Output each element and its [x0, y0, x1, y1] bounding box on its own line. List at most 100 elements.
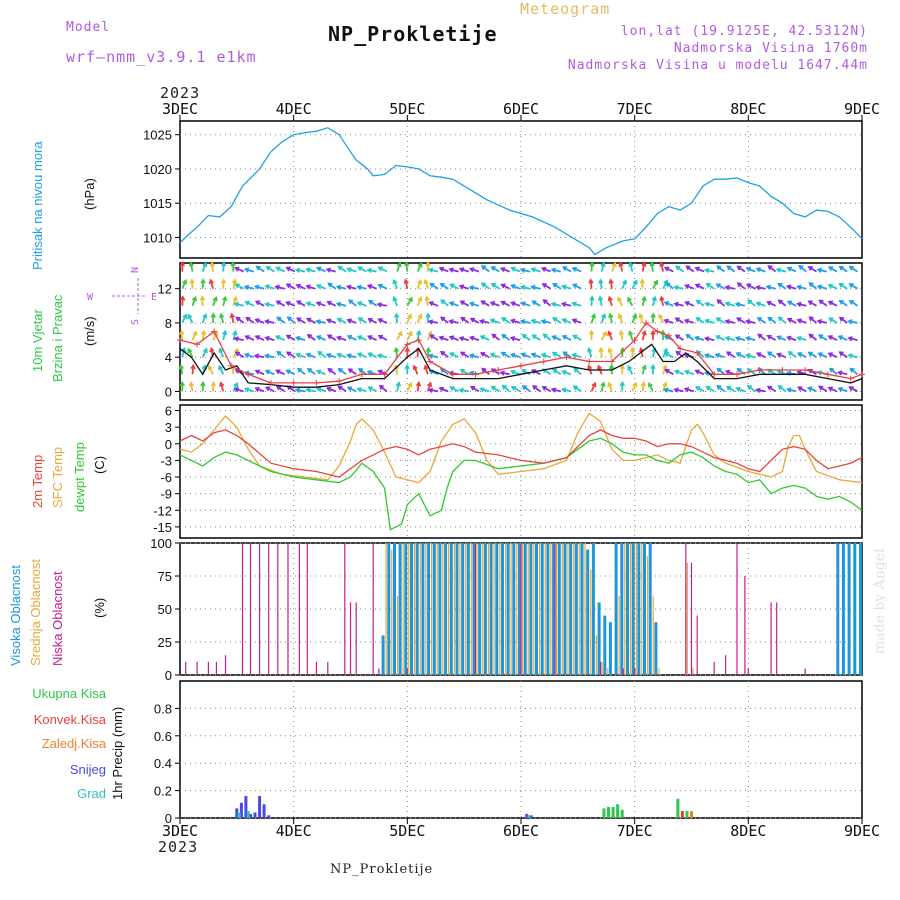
wind-arrow — [440, 299, 449, 307]
wind-arrow — [848, 354, 858, 359]
wind-arrow — [266, 266, 275, 273]
wind-arrow — [347, 354, 357, 359]
wind-arrowhead — [499, 370, 505, 376]
wind-arrow — [265, 336, 275, 341]
precip-bar — [267, 815, 271, 818]
wind-arrowhead — [276, 316, 282, 322]
wind-arrow — [416, 263, 423, 272]
wind-arrow — [695, 283, 705, 290]
cloud-bar — [853, 543, 857, 675]
pressure-ytick-label: 1010 — [143, 230, 172, 245]
wind-arrowhead — [233, 301, 239, 308]
wind-arrowhead — [423, 278, 429, 285]
cloud-bar — [614, 543, 618, 675]
wind-arrowhead — [510, 283, 516, 290]
wind-arrowhead — [179, 380, 185, 387]
wind-arrow — [838, 371, 848, 376]
wind-arrow — [621, 280, 627, 290]
wind-arrowhead — [703, 336, 710, 342]
wind-arrow — [316, 284, 326, 290]
wind-arrowhead — [286, 316, 292, 322]
wind-arrowhead — [337, 385, 343, 391]
wind-arrowhead — [724, 369, 731, 375]
wind-arrowhead — [641, 295, 647, 302]
cloud-bar — [398, 543, 402, 675]
wind-arrowhead — [295, 283, 301, 289]
wind-arrowhead — [540, 266, 547, 272]
cloud-bar — [561, 543, 563, 675]
wind-gust-marker — [711, 371, 718, 378]
wind-arrowhead — [347, 368, 353, 374]
cloud-bar — [620, 543, 624, 675]
wind-arrow — [396, 262, 402, 272]
wind-arrow — [757, 317, 766, 324]
wind-arrow — [767, 265, 777, 273]
wind-arrowhead — [490, 266, 496, 271]
wind-arrow — [531, 268, 541, 273]
wind-arrow — [664, 388, 674, 393]
wind-arrow — [621, 348, 624, 358]
wind-arrow — [232, 296, 237, 307]
wind-arrowhead — [254, 318, 260, 324]
precipitation-ytick-label: 0.8 — [154, 701, 172, 716]
wind-arrowhead — [479, 335, 486, 341]
wind-arrowhead — [735, 386, 741, 392]
cloud-bar — [459, 543, 461, 675]
wind-arrowhead — [509, 352, 516, 358]
wind-arrowhead — [202, 347, 208, 354]
wind-arrow — [180, 331, 184, 341]
wind-arrow — [327, 282, 337, 290]
cloud-bar — [527, 543, 529, 675]
wind-arrowhead — [264, 353, 270, 359]
wind-arrow — [787, 285, 797, 290]
wind-arrow — [296, 268, 306, 273]
wind-arrow — [449, 301, 459, 307]
wind-arrow — [735, 336, 746, 341]
wind-arrowhead — [296, 367, 303, 373]
wind-arrowhead — [285, 334, 292, 340]
wind-arrowhead — [744, 319, 751, 325]
wind-arrowhead — [598, 278, 604, 284]
wind-arrow — [181, 280, 187, 290]
wind-arrowhead — [243, 352, 250, 358]
wind-arrowhead — [325, 267, 332, 273]
wind-arrowhead — [254, 300, 261, 306]
cloud-bar — [590, 569, 592, 675]
cloud-bar — [510, 543, 512, 675]
wind-arrow — [276, 316, 286, 324]
wind-arrow — [367, 268, 377, 273]
cloud-bar — [601, 661, 603, 675]
wind-arrowhead — [531, 300, 537, 306]
wind-arrow — [746, 267, 756, 273]
wind-arrow — [746, 354, 756, 359]
wind-arrowhead — [684, 283, 690, 290]
wind-arrowhead — [786, 317, 793, 323]
wind-gust-marker — [756, 367, 763, 374]
wind-arrowhead — [600, 261, 606, 267]
wind-gust-marker — [245, 371, 252, 378]
wind-arrowhead — [683, 387, 690, 393]
wind-arrowhead — [665, 282, 671, 288]
cloud-bar — [419, 543, 421, 675]
wind-gust-marker — [859, 371, 865, 378]
wind-gust-marker — [654, 328, 661, 335]
wind-arrow — [572, 302, 582, 307]
elevation-text: Nadmorska Visina 1760m — [673, 41, 868, 56]
wind-arrow — [664, 352, 674, 359]
cloud-bar — [185, 661, 187, 675]
wind-arrow — [735, 302, 746, 307]
wind-arrowhead — [561, 266, 568, 271]
cloud-bar — [215, 661, 217, 675]
cloud-bar — [391, 549, 393, 675]
wind-arrowhead — [427, 381, 433, 387]
wind-arrowhead — [808, 333, 814, 339]
precipitation-ytick-label: 0 — [165, 811, 172, 826]
wind-arrowhead — [439, 350, 446, 356]
wind-arrow — [358, 368, 367, 376]
wind-arrow — [631, 280, 638, 290]
wind-arrowhead — [233, 387, 240, 393]
precip-bar — [611, 807, 615, 818]
wind-arrow — [306, 285, 316, 290]
wind-arrow — [736, 317, 746, 324]
wind-arrowhead — [766, 300, 772, 306]
